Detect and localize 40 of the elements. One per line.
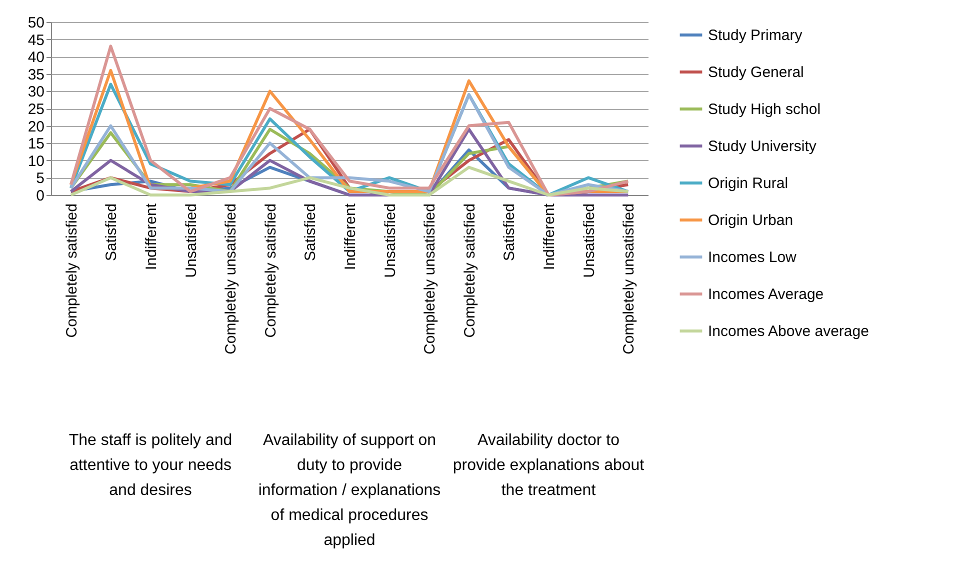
x-tick-label: Completely unsatisfied [620,204,638,354]
legend-label: Study Primary [708,27,803,44]
y-tick-label: 40 [28,49,44,66]
y-tick-label: 45 [28,32,44,49]
legend-label: Study High schol [708,101,821,118]
x-tick-label: Indifferent [143,202,160,270]
x-tick-label: Completely unsatisfied [222,204,240,354]
y-tick-label: 25 [28,101,44,118]
legend-label: Study General [708,64,804,81]
y-tick-label: 15 [28,136,44,153]
text: The staff is politely and attentive to your needs and desires [68,432,232,499]
x-tick-label: Indifferent [541,202,558,270]
y-tick-label: 0 [36,188,44,204]
legend-label: Origin Urban [708,212,794,229]
x-tick-label: Completely satisfied [262,204,280,338]
x-tick-label: Completely unsatisfied [422,204,439,354]
line-series [69,166,630,196]
x-tick-label: Unsatisfied [182,204,200,278]
y-tick-label: 5 [36,170,44,188]
x-tick-label: Unsatisfied [580,204,598,278]
x-tick-label: Completely satisfied [461,204,478,338]
y-tick-label: 20 [28,118,44,136]
y-tick-label: 10 [28,152,44,170]
text: Availability of support on duty to provide information / explanations of medical procedures applied [258,432,441,549]
legend-label: Incomes Low [708,249,797,266]
legend-label: Incomes Above average [708,323,869,340]
line-series [69,44,630,196]
legend-label: Incomes Average [708,286,824,303]
y-tick-label: 50 [28,14,44,32]
text: Availability doctor to provide explanations about the treatment [452,432,645,499]
x-tick-label: Unsatisfied [382,204,399,278]
y-tick-label: 35 [28,66,44,84]
legend-label: Study University [708,138,817,155]
legend-label: Origin Rural [708,175,788,192]
x-tick-label: Completely satisfied [63,204,80,338]
x-tick-label: Satisfied [501,204,518,262]
y-tick-label: 30 [28,84,44,101]
x-tick-label: Satisfied [103,204,120,262]
x-tick-label: Satisfied [302,204,320,262]
x-tick-label: Indifferent [342,202,359,270]
